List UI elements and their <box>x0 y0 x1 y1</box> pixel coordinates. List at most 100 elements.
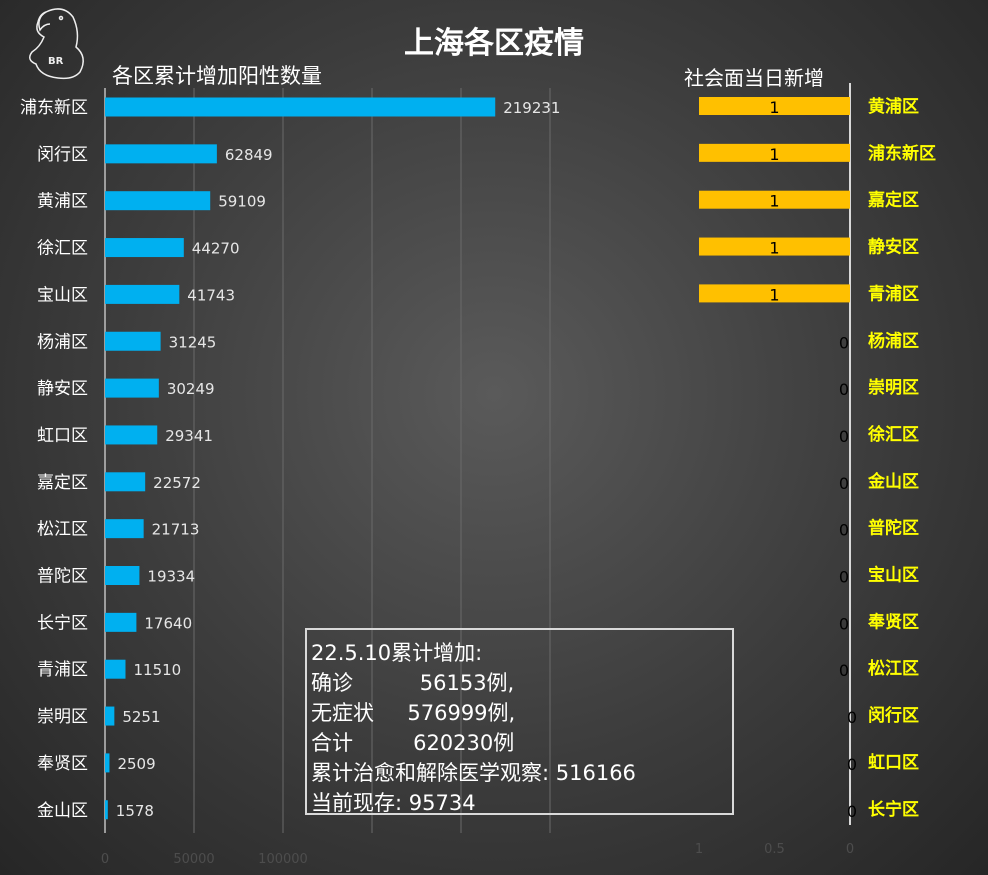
data-label: 31245 <box>169 333 217 351</box>
chart-title: 上海各区疫情 <box>404 26 584 61</box>
category-label: 宝山区 <box>37 285 88 305</box>
x-tick-label: 100000 <box>258 852 308 867</box>
summary-line: 22.5.10累计增加: <box>311 641 483 665</box>
bar <box>105 800 108 820</box>
data-label: 1578 <box>116 802 154 820</box>
category-label: 闵行区 <box>37 145 88 165</box>
category-label: 长宁区 <box>37 613 88 633</box>
parrot-logo: BR <box>29 8 84 80</box>
data-label: 5251 <box>122 708 160 726</box>
x-tick-label: 1 <box>695 842 703 857</box>
category-label: 杨浦区 <box>37 332 88 352</box>
data-label: 41743 <box>187 286 235 304</box>
data-label: 0 <box>839 474 849 493</box>
summary-line: 合计 620230例 <box>311 731 515 755</box>
x-tick-label: 0 <box>101 852 109 867</box>
data-label: 0 <box>839 333 849 352</box>
x-tick-label: 0.5 <box>764 842 785 857</box>
category-label: 普陀区 <box>868 518 919 539</box>
data-label: 59109 <box>218 193 266 211</box>
category-label: 静安区 <box>37 379 88 399</box>
bar <box>105 519 144 539</box>
summary-line: 无症状 576999例, <box>311 701 516 725</box>
data-label: 0 <box>847 802 857 821</box>
data-label: 0 <box>839 568 849 587</box>
bar <box>105 284 180 304</box>
summary-line: 确诊 56153例, <box>311 671 515 695</box>
data-label: 44270 <box>192 240 240 258</box>
data-label: 0 <box>847 755 857 774</box>
category-label: 虹口区 <box>868 753 919 773</box>
category-label: 静安区 <box>868 237 919 258</box>
bar <box>105 612 137 632</box>
data-label: 219231 <box>503 99 560 117</box>
x-tick-label: 0 <box>846 842 854 857</box>
bar <box>105 659 126 679</box>
left-chart-subtitle: 各区累计增加阳性数量 <box>112 64 322 88</box>
category-label: 崇明区 <box>37 707 88 727</box>
data-label: 1 <box>769 145 779 164</box>
bar <box>699 237 850 256</box>
category-label: 浦东新区 <box>20 98 88 118</box>
bar <box>699 97 850 115</box>
category-label: 金山区 <box>867 471 919 492</box>
data-label: 0 <box>839 614 849 633</box>
summary-line: 当前现存: 95734 <box>311 791 476 815</box>
right-chart-subtitle: 社会面当日新增 <box>684 66 824 90</box>
data-label: 0 <box>839 521 849 540</box>
logo-text: BR <box>48 56 64 67</box>
category-label: 浦东新区 <box>868 143 936 164</box>
bar <box>105 378 159 398</box>
data-label: 19334 <box>147 568 195 586</box>
bar <box>699 143 850 162</box>
bar <box>105 191 211 211</box>
bar <box>699 284 850 303</box>
category-label: 长宁区 <box>868 799 919 820</box>
category-label: 奉贤区 <box>37 754 88 774</box>
data-label: 11510 <box>133 661 181 679</box>
category-label: 崇明区 <box>868 378 919 398</box>
category-label: 宝山区 <box>868 565 919 586</box>
bar <box>105 753 110 773</box>
data-label: 22572 <box>153 474 201 492</box>
data-label: 62849 <box>225 146 273 164</box>
category-label: 虹口区 <box>37 426 88 446</box>
data-label: 21713 <box>152 521 200 539</box>
data-label: 2509 <box>117 755 155 773</box>
category-label: 闵行区 <box>868 705 919 726</box>
category-label: 杨浦区 <box>868 330 919 351</box>
data-label: 0 <box>847 708 857 727</box>
category-label: 普陀区 <box>37 567 88 587</box>
data-label: 30249 <box>167 380 215 398</box>
data-label: 29341 <box>165 427 213 445</box>
bar <box>105 97 496 117</box>
bar <box>105 331 161 351</box>
category-label: 黄浦区 <box>868 96 919 117</box>
category-label: 金山区 <box>37 801 88 821</box>
bar <box>105 144 217 164</box>
category-label: 黄浦区 <box>37 192 88 212</box>
category-label: 嘉定区 <box>867 190 919 211</box>
category-label: 松江区 <box>868 658 919 679</box>
category-label: 松江区 <box>37 520 88 540</box>
data-label: 0 <box>839 427 849 446</box>
summary-line: 累计治愈和解除医学观察: 516166 <box>311 761 636 785</box>
bar <box>105 706 115 726</box>
category-label: 青浦区 <box>868 283 919 304</box>
bar <box>699 190 850 209</box>
category-label: 徐汇区 <box>37 239 88 259</box>
data-label: 1 <box>769 239 779 258</box>
data-label: 1 <box>769 285 779 304</box>
summary-box: 22.5.10累计增加: 确诊 56153例, 无症状 576999例, 合计 620… <box>305 628 734 815</box>
bar <box>105 238 184 258</box>
data-label: 0 <box>839 661 849 680</box>
data-label: 17640 <box>144 614 192 632</box>
data-label: 1 <box>769 98 779 117</box>
category-label: 徐汇区 <box>867 424 919 445</box>
category-label: 青浦区 <box>37 660 88 680</box>
x-tick-label: 50000 <box>173 852 214 867</box>
bar <box>105 425 158 445</box>
data-label: 0 <box>839 380 849 399</box>
bar <box>105 472 146 492</box>
